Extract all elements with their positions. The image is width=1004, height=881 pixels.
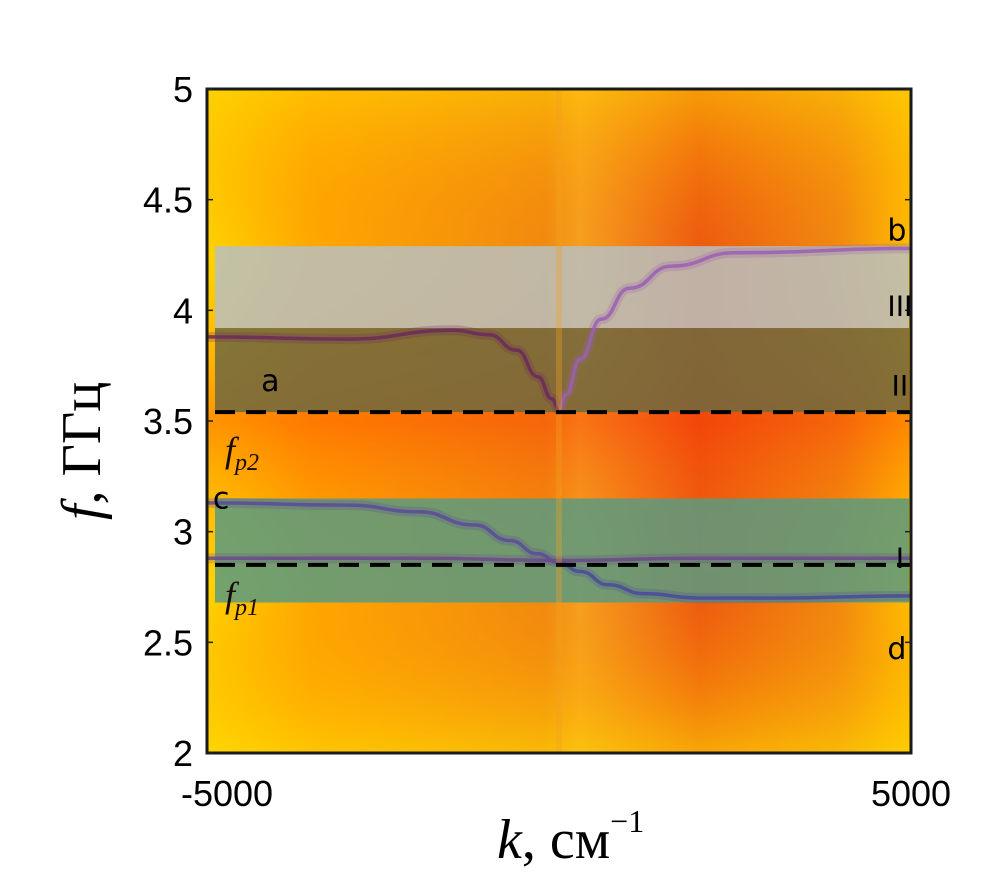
dispersion-curve-b	[558, 246, 911, 412]
y-axis-unit: ГГц	[51, 382, 113, 477]
x-axis-ticks: -5000 5000	[181, 773, 951, 814]
dispersion-curves-layer	[207, 89, 911, 753]
dispersion-curve-d	[558, 560, 911, 600]
x-axis-separator: ,	[522, 809, 550, 871]
y-tick-label: 3	[173, 512, 193, 553]
region-label-I: I	[896, 542, 904, 575]
y-axis-ticks: 2 2.5 3 3.5 4 4.5 5	[143, 69, 911, 774]
dispersion-curve-c	[207, 501, 560, 565]
band-I	[215, 498, 909, 603]
x-axis-unit: см	[550, 809, 610, 871]
y-tick-label: 4	[173, 290, 193, 331]
y-tick-label: 2	[173, 733, 193, 774]
branch-label-c: c	[213, 481, 230, 516]
x-tick-label: 5000	[871, 773, 951, 814]
region-label-II: II	[892, 370, 909, 403]
y-axis-title: f, ГГц	[51, 382, 113, 520]
y-tick-label: 5	[173, 69, 193, 110]
dispersion-curve-a	[207, 328, 560, 412]
y-tick-label: 4.5	[143, 180, 193, 221]
branch-label-a: a	[261, 364, 279, 399]
label-f_p2-subscript: p2	[233, 450, 259, 476]
heatmap-shading	[207, 89, 911, 753]
x-tick-label: -5000	[181, 773, 273, 814]
label-f_p1-subscript: p1	[233, 595, 259, 621]
reference-lines-layer	[215, 410, 911, 567]
x-axis-variable: k	[497, 809, 523, 871]
branch-label-b: b	[887, 214, 906, 249]
region-label-III: III	[887, 290, 912, 323]
band-III	[215, 246, 909, 329]
y-axis-separator: ,	[51, 476, 113, 504]
branch-label-d: d	[887, 632, 906, 667]
y-tick-label: 2.5	[143, 622, 193, 663]
bands-layer	[215, 246, 909, 603]
x-axis-exponent: −1	[610, 803, 644, 839]
plot-area	[207, 89, 911, 753]
y-tick-label: 3.5	[143, 401, 193, 442]
dispersion-curve-fp1-branch	[207, 556, 911, 563]
x-axis-title: k, см−1	[497, 803, 644, 871]
